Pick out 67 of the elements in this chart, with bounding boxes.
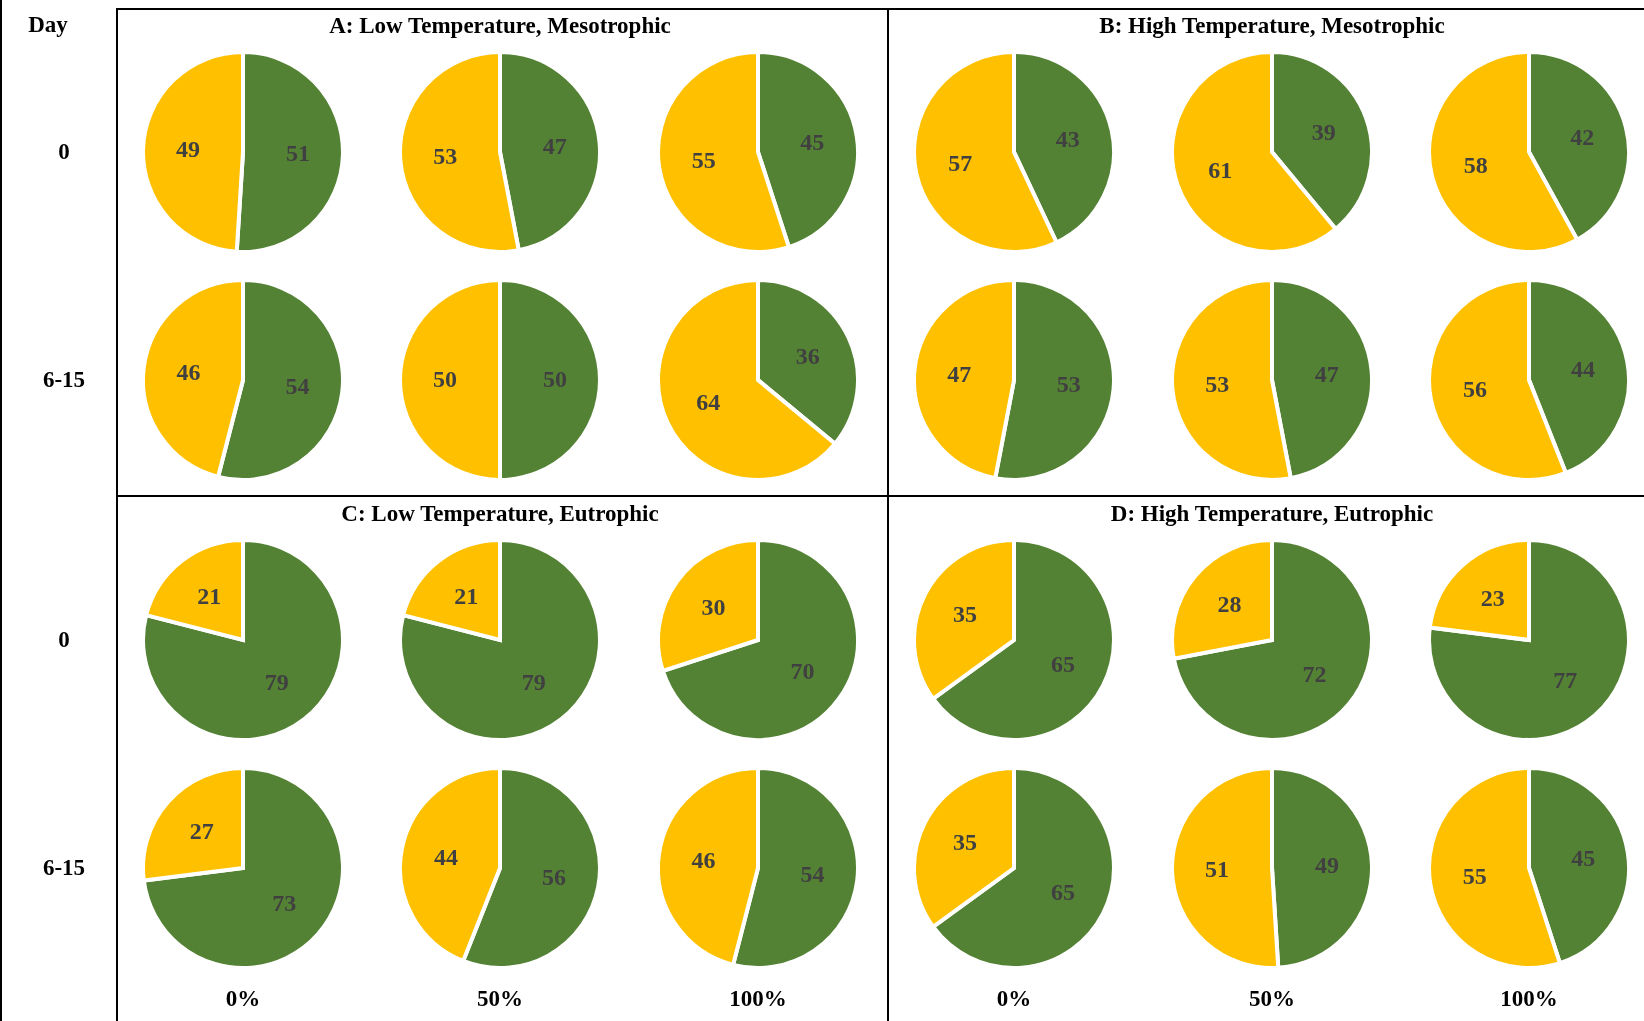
text: 100% (729, 986, 787, 1012)
data-label: 50 (433, 366, 457, 392)
data-label: 21 (454, 582, 479, 609)
data-label: 61 (1208, 156, 1233, 183)
text: 0 (58, 627, 70, 653)
data-label: 56 (1462, 376, 1487, 403)
chart-title: B: High Temperature, Mesotrophic (1099, 13, 1445, 39)
data-label: 46 (176, 359, 201, 386)
text: 100% (1500, 986, 1558, 1012)
data-label: 28 (1217, 590, 1242, 617)
data-label: 45 (1571, 845, 1596, 872)
data-label: 39 (1311, 119, 1336, 146)
data-label: 30 (701, 593, 726, 620)
pie-slice (143, 540, 343, 740)
pie-slice (1429, 540, 1629, 740)
data-label: 53 (1056, 371, 1081, 398)
data-label: 50 (543, 366, 567, 392)
text: 50% (477, 986, 523, 1012)
data-label: 65 (1051, 878, 1076, 905)
data-label: 23 (1480, 584, 1505, 611)
data-label: 55 (691, 146, 716, 173)
data-label: 47 (542, 132, 567, 159)
data-label: 56 (542, 864, 567, 891)
data-label: 54 (800, 860, 825, 887)
data-label: 35 (952, 601, 977, 628)
pie-slice (400, 540, 600, 740)
text: 50% (1249, 986, 1295, 1012)
data-label: 53 (1205, 371, 1230, 398)
chart-title: C: Low Temperature, Eutrophic (341, 501, 659, 527)
data-label: 36 (795, 342, 820, 369)
data-label: 57 (948, 150, 973, 176)
data-label: 65 (1051, 650, 1076, 677)
data-label: 49 (1314, 852, 1339, 879)
data-label: 64 (696, 389, 721, 416)
text: 6-15 (42, 855, 86, 881)
data-label: 77 (1553, 667, 1578, 694)
data-label: 53 (433, 143, 458, 170)
data-label: 51 (1205, 855, 1230, 882)
data-label: 44 (1571, 355, 1596, 382)
data-label: 47 (947, 360, 972, 387)
text: 0% (225, 986, 261, 1012)
data-label: 21 (197, 582, 222, 609)
data-label: 79 (264, 669, 289, 696)
chart-title: A: Low Temperature, Mesotrophic (329, 13, 671, 39)
data-label: 35 (952, 829, 977, 856)
data-label: 79 (521, 669, 546, 696)
data-label: 49 (176, 136, 201, 163)
text: 0% (996, 986, 1032, 1012)
data-label: 72 (1302, 661, 1327, 688)
data-label: 54 (285, 372, 310, 399)
data-label: 44 (433, 843, 458, 870)
text: Day (28, 12, 68, 38)
data-label: 55 (1462, 862, 1487, 889)
data-label: 47 (1314, 360, 1339, 387)
data-label: 46 (691, 847, 716, 874)
data-label: 45 (800, 129, 825, 156)
data-label: 73 (272, 890, 297, 917)
data-label: 42 (1570, 124, 1595, 151)
data-label: 58 (1463, 151, 1488, 178)
data-label: 51 (285, 139, 310, 166)
chart-title: D: High Temperature, Eutrophic (1110, 501, 1434, 527)
data-label: 27 (189, 817, 214, 844)
pie-slice (143, 768, 343, 968)
text: 0 (58, 139, 70, 165)
data-label: 43 (1055, 126, 1080, 152)
text: 6-15 (42, 367, 86, 393)
data-label: 70 (790, 658, 815, 685)
